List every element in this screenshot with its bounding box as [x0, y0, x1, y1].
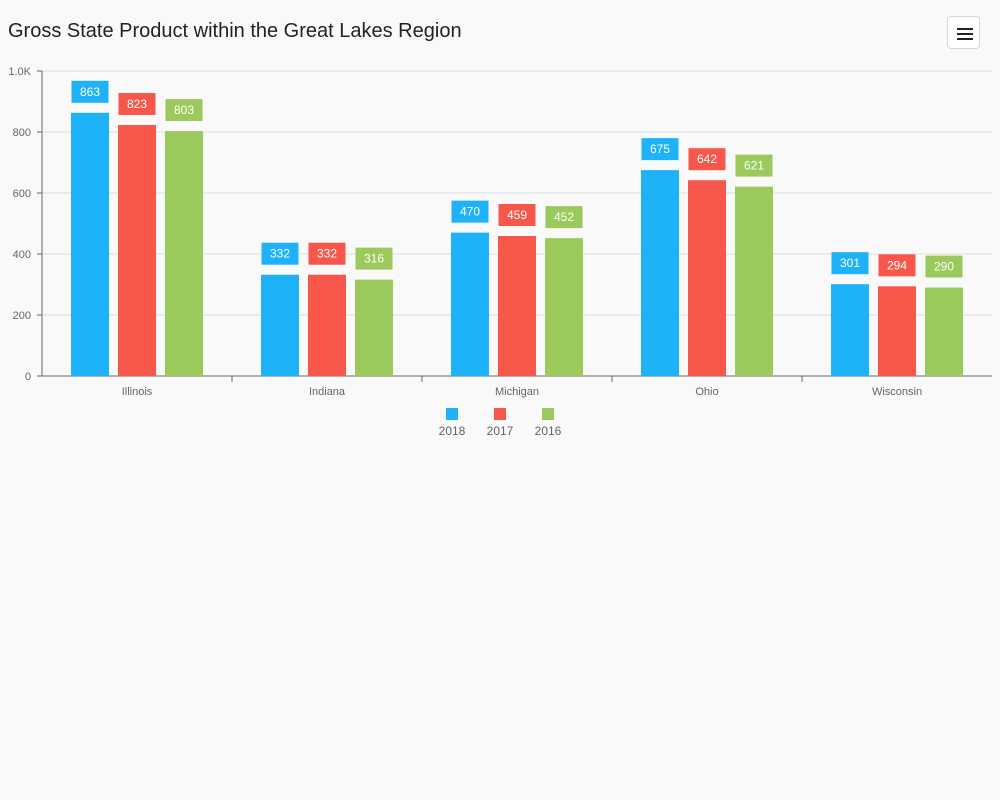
bars	[71, 112, 963, 376]
bar-2016-illinois[interactable]	[165, 131, 203, 376]
y-tick-label: 400	[13, 249, 31, 261]
bar-2018-michigan[interactable]	[451, 232, 489, 376]
bar-2018-wisconsin[interactable]	[831, 284, 869, 376]
x-category-label: Ohio	[695, 386, 718, 398]
x-category-label: Wisconsin	[872, 386, 922, 398]
data-label: 621	[744, 159, 764, 173]
x-category-label: Indiana	[309, 386, 346, 398]
bar-2016-indiana[interactable]	[355, 279, 393, 376]
data-label-box	[545, 206, 583, 229]
bar-2018-ohio[interactable]	[641, 170, 679, 376]
legend-item-2018[interactable]: 2018	[439, 408, 466, 438]
legend-label: 2017	[487, 424, 514, 438]
legend-label: 2018	[439, 424, 466, 438]
data-label: 459	[507, 208, 527, 222]
data-label-box	[641, 138, 679, 161]
data-label: 470	[460, 205, 480, 219]
data-label-box	[308, 242, 346, 265]
data-label: 290	[934, 260, 954, 274]
bar-2017-illinois[interactable]	[118, 124, 156, 376]
data-label-box	[261, 242, 299, 265]
y-tick-label: 0	[25, 371, 31, 383]
x-category-label: Michigan	[495, 386, 539, 398]
data-label: 675	[650, 142, 670, 156]
y-tick-label: 200	[13, 310, 31, 322]
data-label-box	[355, 247, 393, 270]
data-label: 863	[80, 85, 100, 99]
bar-2017-indiana[interactable]	[308, 274, 346, 376]
data-label-box	[498, 204, 536, 227]
chart-menu-button[interactable]	[947, 16, 980, 49]
legend-item-2016[interactable]: 2016	[535, 408, 562, 438]
data-label: 642	[697, 152, 717, 166]
data-labels: 863 823 803 332 332 316 470 459 452 675 642 621 301 2…	[71, 80, 963, 278]
data-label-box	[451, 200, 489, 223]
data-label: 294	[887, 258, 907, 272]
data-label-box	[165, 99, 203, 122]
x-category-label: Illinois	[122, 386, 153, 398]
data-label-box	[735, 154, 773, 177]
y-tick-label: 800	[13, 127, 31, 139]
data-label: 316	[364, 252, 384, 266]
chart-title: Gross State Product within the Great Lak…	[8, 20, 462, 42]
data-label: 823	[127, 97, 147, 111]
bar-2016-ohio[interactable]	[735, 186, 773, 376]
y-tick-label: 600	[13, 188, 31, 200]
data-label: 301	[840, 256, 860, 270]
bar-2018-illinois[interactable]	[71, 112, 109, 376]
data-label-box	[688, 148, 726, 171]
legend-swatch	[446, 408, 458, 420]
legend-swatch	[542, 408, 554, 420]
data-label-box	[925, 255, 963, 278]
data-label: 332	[317, 247, 337, 261]
bar-2016-michigan[interactable]	[545, 238, 583, 376]
bar-2017-wisconsin[interactable]	[878, 286, 916, 376]
legend-item-2017[interactable]: 2017	[487, 408, 514, 438]
legend-swatch	[494, 408, 506, 420]
bar-2017-michigan[interactable]	[498, 236, 536, 376]
legend-label: 2016	[535, 424, 562, 438]
bar-2017-ohio[interactable]	[688, 180, 726, 376]
data-label-box	[831, 252, 869, 275]
data-label-box	[118, 92, 156, 115]
y-tick-label: 1.0K	[8, 66, 31, 78]
data-label-box	[878, 254, 916, 277]
data-label: 332	[270, 247, 290, 261]
data-label-box	[71, 80, 109, 103]
bar-2016-wisconsin[interactable]	[925, 287, 963, 376]
legend[interactable]: 2018 2017 2016	[439, 408, 562, 438]
bar-2018-indiana[interactable]	[261, 274, 299, 376]
data-label: 803	[174, 103, 194, 117]
data-label: 452	[554, 210, 574, 224]
